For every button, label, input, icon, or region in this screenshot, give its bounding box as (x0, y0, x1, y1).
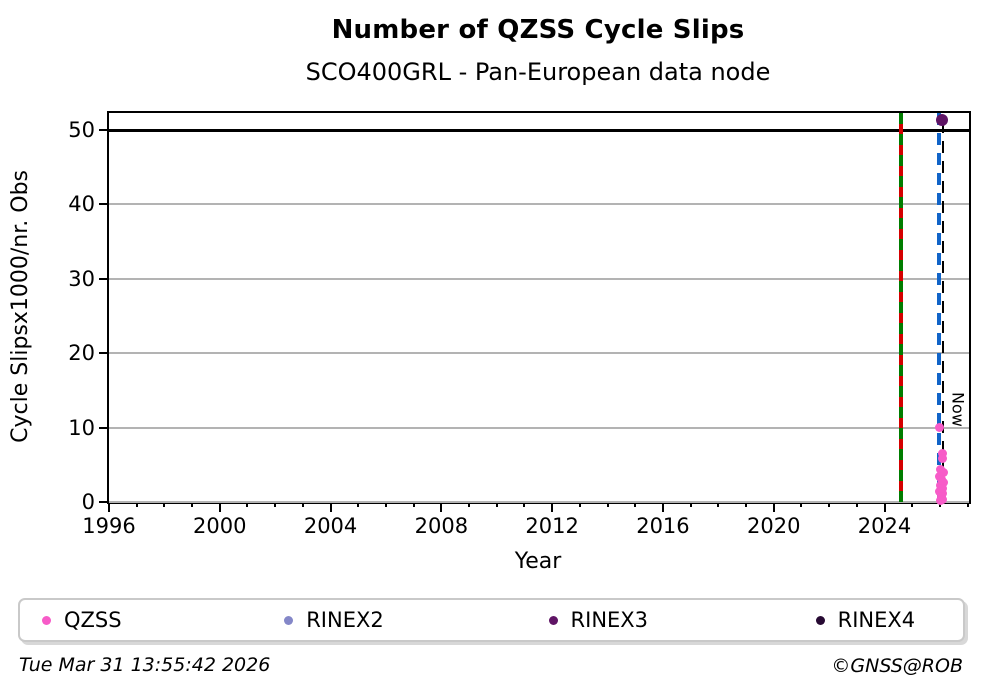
gridline (109, 501, 969, 503)
x-tick-mark (246, 502, 249, 507)
x-axis-label: Year (514, 549, 562, 574)
data-point-rinex3 (935, 114, 948, 127)
gridline (109, 352, 969, 355)
y-tick-label: 30 (68, 266, 95, 291)
legend-item-rinex3: RINEX3 (548, 608, 816, 632)
timestamp: Tue Mar 31 13:55:42 2026 (19, 654, 271, 676)
y-tick-label: 0 (81, 490, 95, 514)
x-tick-mark (440, 502, 443, 512)
x-tick-mark (883, 502, 886, 512)
x-tick-label: 2004 (303, 514, 358, 538)
x-tick-mark (274, 502, 277, 507)
x-tick-label: 2008 (414, 514, 469, 538)
legend: QZSS RINEX2 RINEX3 RINEX4 (18, 598, 965, 642)
x-tick-mark (384, 502, 387, 507)
x-tick-mark (634, 502, 637, 507)
y-tick-mark (99, 129, 109, 132)
x-tick-mark (191, 502, 194, 507)
y-tick-label: 40 (68, 192, 95, 217)
x-tick-mark (357, 502, 360, 507)
x-tick-mark (689, 502, 692, 507)
gridline (109, 277, 969, 280)
chart-title: Number of QZSS Cycle Slips (331, 15, 745, 45)
data-point-qzss (936, 496, 946, 506)
gridline (109, 426, 969, 429)
x-tick-mark (218, 502, 221, 512)
x-tick-mark (606, 502, 609, 507)
x-tick-mark (772, 502, 775, 512)
x-tick-mark (800, 502, 803, 507)
x-tick-mark (468, 502, 471, 507)
y-tick-label: 10 (68, 415, 95, 440)
now-label: Now (948, 391, 968, 427)
x-tick-mark (855, 502, 858, 507)
y-tick-mark (99, 277, 109, 280)
x-tick-mark (135, 502, 138, 507)
x-tick-mark (911, 502, 914, 507)
chart-subtitle: SCO400GRL - Pan-European data node (305, 58, 771, 86)
gridline (109, 203, 969, 206)
x-tick-label: 2020 (746, 514, 801, 538)
x-tick-mark (661, 502, 664, 512)
x-tick-label: 1996 (82, 514, 136, 538)
x-tick-mark (163, 502, 166, 507)
y-tick-mark (99, 501, 109, 503)
rinex4-dot-icon (815, 615, 825, 625)
legend-item-rinex4: RINEX4 (815, 608, 963, 632)
x-tick-label: 2012 (525, 514, 579, 538)
x-tick-mark (578, 502, 581, 507)
x-tick-mark (745, 502, 748, 507)
x-tick-mark (966, 502, 969, 507)
y-tick-label: 20 (68, 341, 95, 366)
y-axis-label: Cycle Slipsx1000/nr. Obs (8, 170, 33, 443)
y-tick-mark (99, 352, 109, 355)
x-tick-label: 2024 (857, 514, 912, 538)
x-tick-mark (551, 502, 554, 512)
x-tick-mark (412, 502, 415, 507)
cap-line (109, 129, 969, 133)
x-tick-label: 2016 (636, 514, 690, 538)
y-axis-label-container: Cycle Slipsx1000/nr. Obs (8, 111, 33, 502)
rinex2-dot-icon (284, 615, 294, 625)
x-tick-mark (108, 502, 110, 512)
plot-area: Now 0 10 20 30 40 50 1996 2000 2004 2008 2012 2016 20… (68, 111, 971, 538)
y-tick-mark (99, 426, 109, 429)
legend-item-qzss: QZSS (42, 608, 284, 632)
vline-blue-black (936, 113, 944, 502)
x-tick-mark (523, 502, 526, 507)
legend-label-rinex2: RINEX2 (306, 608, 384, 632)
copyright: ©GNSS@ROB (831, 655, 963, 677)
legend-label-rinex3: RINEX3 (570, 608, 649, 632)
legend-label-qzss: QZSS (64, 608, 122, 632)
vline-green-red (899, 113, 904, 502)
x-tick-label: 2000 (193, 514, 247, 538)
rinex3-dot-icon (548, 615, 558, 625)
legend-label-rinex4: RINEX4 (837, 608, 916, 632)
x-tick-mark (717, 502, 720, 507)
x-tick-mark (828, 502, 831, 507)
legend-item-rinex2: RINEX2 (284, 608, 548, 632)
qzss-dot-icon (42, 615, 51, 625)
y-tick-label: 50 (68, 118, 95, 143)
data-point-qzss (938, 468, 948, 478)
x-tick-mark (329, 502, 332, 512)
x-tick-mark (495, 502, 498, 507)
data-point-qzss (937, 453, 947, 463)
x-tick-mark (301, 502, 304, 507)
y-tick-mark (99, 203, 109, 206)
data-point-qzss (934, 423, 944, 433)
